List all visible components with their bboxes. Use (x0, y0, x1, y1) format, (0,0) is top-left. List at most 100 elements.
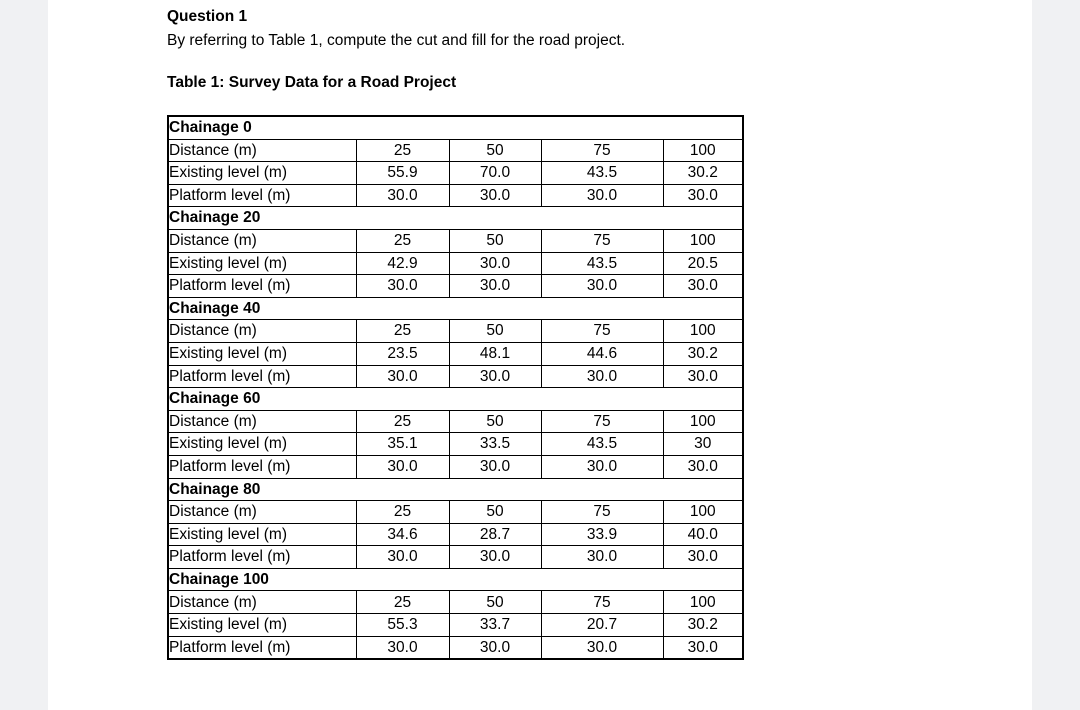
platform-value: 30.0 (448, 183, 542, 208)
chainage-section-row: Chainage 60 (167, 387, 744, 411)
platform-row: Platform level (m) 30.0 30.0 30.0 30.0 (167, 545, 744, 569)
existing-value: 33.9 (540, 522, 664, 547)
platform-row: Platform level (m) 30.0 30.0 30.0 30.0 (167, 454, 744, 479)
distance-row: Distance (m) 25 50 75 100 (167, 409, 744, 434)
distance-value: 25 (355, 228, 450, 253)
existing-value: 55.9 (355, 161, 450, 185)
chainage-section-row: Chainage 20 (167, 206, 744, 230)
platform-value: 30.0 (448, 545, 542, 569)
platform-value: 30.0 (448, 454, 542, 479)
distance-value: 50 (448, 138, 542, 163)
platform-value: 30.0 (662, 364, 744, 389)
existing-value: 43.5 (540, 251, 664, 276)
chainage-label: Chainage 80 (167, 477, 744, 502)
distance-value: 100 (662, 409, 744, 434)
distance-value: 25 (355, 138, 450, 163)
chainage-section-row: Chainage 80 (167, 477, 744, 502)
distance-value: 100 (662, 228, 744, 253)
question-title: Question 1 (167, 8, 248, 25)
platform-value: 30.0 (448, 274, 542, 298)
platform-value: 30.0 (448, 635, 542, 660)
existing-value: 28.7 (448, 522, 542, 547)
existing-value: 33.7 (448, 613, 542, 637)
existing-row-label: Existing level (m) (167, 613, 357, 637)
platform-row: Platform level (m) 30.0 30.0 30.0 30.0 (167, 635, 744, 660)
distance-value: 50 (448, 500, 542, 524)
existing-row: Existing level (m) 23.5 48.1 44.6 30.2 (167, 341, 744, 366)
platform-value: 30.0 (662, 454, 744, 479)
survey-data-table: Chainage 0 Distance (m) 25 50 75 100 Existing … (167, 115, 745, 661)
existing-value: 30.2 (662, 613, 744, 637)
existing-value: 30.0 (448, 251, 542, 276)
question-body-text: By referring to Table 1, compute the cut… (167, 32, 626, 49)
platform-row: Platform level (m) 30.0 30.0 30.0 30.0 (167, 364, 744, 389)
existing-value: 20.5 (662, 251, 744, 276)
platform-row-label: Platform level (m) (167, 454, 357, 479)
distance-value: 100 (662, 500, 744, 524)
distance-row-label: Distance (m) (167, 409, 357, 434)
platform-value: 30.0 (355, 545, 450, 569)
existing-value: 34.6 (355, 522, 450, 547)
platform-value: 30.0 (355, 274, 450, 298)
chainage-label: Chainage 20 (167, 206, 744, 230)
existing-value: 20.7 (540, 613, 664, 637)
existing-value: 48.1 (448, 341, 542, 366)
existing-row: Existing level (m) 35.1 33.5 43.5 30 (167, 432, 744, 456)
platform-value: 30.0 (540, 364, 664, 389)
existing-value: 30 (662, 432, 744, 456)
platform-value: 30.0 (662, 545, 744, 569)
existing-row-label: Existing level (m) (167, 251, 357, 276)
platform-value: 30.0 (540, 454, 664, 479)
existing-row-label: Existing level (m) (167, 522, 357, 547)
distance-value: 100 (662, 138, 744, 163)
distance-row-label: Distance (m) (167, 228, 357, 253)
chainage-section-row: Chainage 40 (167, 296, 744, 321)
platform-value: 30.0 (355, 364, 450, 389)
existing-value: 55.3 (355, 613, 450, 637)
existing-value: 35.1 (355, 432, 450, 456)
chainage-section-row: Chainage 100 (167, 567, 744, 592)
platform-value: 30.0 (540, 274, 664, 298)
existing-value: 23.5 (355, 341, 450, 366)
platform-row: Platform level (m) 30.0 30.0 30.0 30.0 (167, 274, 744, 298)
platform-value: 30.0 (662, 635, 744, 660)
platform-value: 30.0 (355, 454, 450, 479)
distance-value: 75 (540, 228, 664, 253)
platform-row-label: Platform level (m) (167, 183, 357, 208)
existing-value: 42.9 (355, 251, 450, 276)
distance-row: Distance (m) 25 50 75 100 (167, 590, 744, 615)
distance-row: Distance (m) 25 50 75 100 (167, 138, 744, 163)
distance-value: 50 (448, 319, 542, 343)
chainage-label: Chainage 40 (167, 296, 744, 321)
distance-row-label: Distance (m) (167, 590, 357, 615)
distance-value: 75 (540, 500, 664, 524)
distance-row: Distance (m) 25 50 75 100 (167, 500, 744, 524)
distance-value: 25 (355, 409, 450, 434)
existing-value: 33.5 (448, 432, 542, 456)
survey-table-body: Chainage 0 Distance (m) 25 50 75 100 Existing … (167, 115, 744, 660)
distance-value: 50 (448, 590, 542, 615)
chainage-section-row: Chainage 0 (167, 115, 744, 140)
chainage-label: Chainage 100 (167, 567, 744, 592)
distance-row-label: Distance (m) (167, 319, 357, 343)
existing-row-label: Existing level (m) (167, 432, 357, 456)
platform-value: 30.0 (662, 183, 744, 208)
platform-value: 30.0 (355, 183, 450, 208)
distance-value: 25 (355, 590, 450, 615)
platform-value: 30.0 (448, 364, 542, 389)
distance-value: 75 (540, 138, 664, 163)
existing-value: 30.2 (662, 341, 744, 366)
existing-row: Existing level (m) 42.9 30.0 43.5 20.5 (167, 251, 744, 276)
distance-row-label: Distance (m) (167, 138, 357, 163)
distance-row: Distance (m) 25 50 75 100 (167, 228, 744, 253)
existing-row: Existing level (m) 55.3 33.7 20.7 30.2 (167, 613, 744, 637)
distance-value: 75 (540, 590, 664, 615)
distance-value: 75 (540, 409, 664, 434)
distance-value: 50 (448, 228, 542, 253)
distance-value: 50 (448, 409, 542, 434)
existing-value: 70.0 (448, 161, 542, 185)
distance-value: 25 (355, 319, 450, 343)
existing-row: Existing level (m) 34.6 28.7 33.9 40.0 (167, 522, 744, 547)
distance-row-label: Distance (m) (167, 500, 357, 524)
